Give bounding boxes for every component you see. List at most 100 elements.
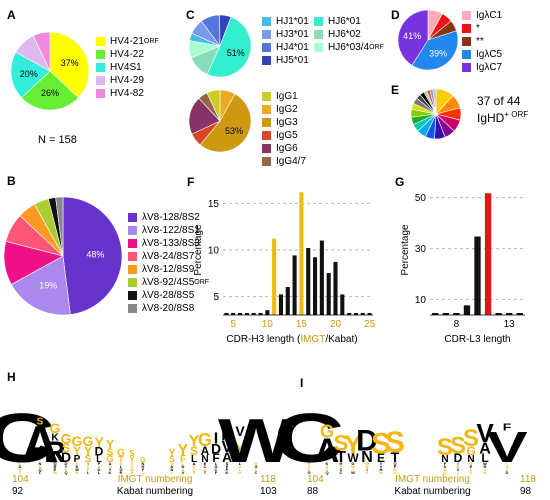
legend-swatch (96, 89, 105, 98)
legend-label: λV8-92/4S5 (142, 277, 195, 288)
legend-label: HV4-82 (110, 88, 144, 99)
logo-glyph: P (74, 454, 81, 465)
logo-glyph-small: H (457, 464, 460, 469)
legend-item: λV8-28/8S5 (128, 289, 248, 302)
logo-glyph: S (371, 427, 391, 460)
logo-glyph: G (140, 457, 146, 464)
legend-label: IgG6 (276, 143, 298, 154)
logo-glyph-small: E (204, 461, 207, 466)
logo-glyph: S (37, 417, 44, 428)
logo-glyph-small: Q (325, 470, 328, 475)
logo-glyph: F (180, 454, 186, 465)
logo-glyph-small: M (75, 467, 79, 472)
legend-label: IgG1 (276, 91, 298, 102)
logo-glyph-small: R (484, 464, 487, 469)
legend-swatch (314, 30, 323, 39)
legend-label: HJ3*01 (276, 29, 309, 40)
logo-glyph-small: C (340, 467, 343, 472)
logo-glyph-small: L (120, 464, 123, 469)
logo-glyph-small: C (340, 470, 343, 475)
legend-swatch (462, 50, 471, 59)
logo-glyph: N (361, 449, 373, 466)
logo-glyph-small: R (394, 467, 397, 472)
x-tick-label: 10 (262, 319, 274, 330)
legend-swatch (262, 43, 271, 52)
logo-glyph-small: M (365, 461, 369, 466)
legend-label: λV8-133/8S3 (142, 238, 200, 249)
logo-glyph-small: K (76, 464, 79, 469)
bar (474, 236, 481, 315)
legend-item: λV8-128/8S2 (128, 211, 248, 224)
logo-glyph: Y (73, 444, 81, 458)
logo-glyph-small: S (226, 461, 229, 466)
logo-glyph: Y (189, 433, 200, 450)
logo-glyph: Y (169, 448, 176, 459)
logo-glyph-small: R (470, 461, 473, 466)
legend-superscript: ORF (194, 279, 210, 286)
logo-glyph: G (117, 448, 125, 459)
legend-swatch (262, 144, 271, 153)
logo-glyph-small: V (484, 467, 487, 472)
logo-glyph-small: W (351, 464, 355, 469)
sequence-logo-cdr-h3: CLDKCASNGQLRKGQNEWDSGDYKQPYGEKMESYGICFLL… (0, 400, 294, 497)
bar (292, 255, 297, 315)
logo-glyph-small: Q (393, 461, 396, 466)
logo-glyph-small: S (98, 464, 101, 469)
logo-glyph-small: Q (108, 464, 111, 469)
legend-swatch (262, 131, 271, 140)
logo-glyph: F (212, 451, 219, 465)
legend-lambda-c-genes: IgλC1 * ** IgλC5 IgλC7 (462, 9, 532, 74)
logo-glyph: V (476, 418, 494, 448)
logo-glyph: S (385, 426, 405, 459)
legend-item: λV8-20/8S8 (128, 302, 248, 315)
logo-glyph-small: G (307, 470, 310, 475)
logo-glyph-small: N (39, 461, 42, 466)
logo-glyph-small: V (308, 464, 311, 469)
logo-glyph: S (62, 441, 70, 455)
logo-axis-label: 118 (260, 474, 276, 485)
pie-slice (199, 93, 252, 153)
ighd-label-sup: + ORF (504, 110, 529, 119)
legend-item: HJ3*01 (262, 28, 314, 41)
pie-chart-hv-genes: 37% 26%20% (10, 31, 90, 111)
bar (231, 313, 236, 315)
legend-swatch (262, 30, 271, 39)
logo-glyph-small: P (226, 467, 229, 472)
logo-glyph: A (315, 432, 340, 470)
logo-glyph-small: Q (192, 467, 195, 472)
logo-glyph-small: Y (380, 461, 383, 466)
logo-glyph-small: M (203, 467, 207, 472)
logo-glyph-small: L (239, 461, 242, 466)
legend-swatch (128, 278, 137, 287)
panel-letter-d: D (391, 8, 400, 22)
logo-glyph-small: V (380, 464, 383, 469)
pie-slice-label: 53% (225, 126, 243, 136)
logo-glyph-small: G (214, 464, 217, 469)
x-tick-label: 8 (454, 319, 460, 330)
legend-item: HJ4*01 (262, 41, 314, 54)
logo-glyph-small: K (109, 470, 112, 475)
legend-swatch (128, 265, 137, 274)
pie-slice (411, 30, 459, 71)
logo-glyph-small: Q (53, 461, 56, 466)
logo-glyph-small: P (340, 464, 343, 469)
y-tick-label: 5 (213, 292, 219, 303)
logo-glyph-small: Q (64, 470, 67, 475)
logo-glyph-small: S (444, 464, 447, 469)
y-axis-label: Percentage (400, 224, 411, 276)
logo-glyph-small: E (226, 464, 229, 469)
panel-letter-e: E (391, 83, 400, 97)
logo-glyph-small: R (255, 461, 258, 466)
legend-label: ** (476, 36, 484, 47)
logo-glyph: V (222, 439, 233, 456)
bar (251, 313, 256, 315)
logo-glyph-small: V (131, 464, 134, 469)
legend-label: IgλC1 (476, 10, 503, 21)
logo-glyph: N (221, 427, 233, 444)
legend-item: HJ1*01 (262, 15, 314, 28)
pie-slice (10, 51, 51, 99)
legend-swatch (262, 17, 271, 26)
legend-swatch (262, 118, 271, 127)
logo-glyph: G (83, 433, 94, 449)
